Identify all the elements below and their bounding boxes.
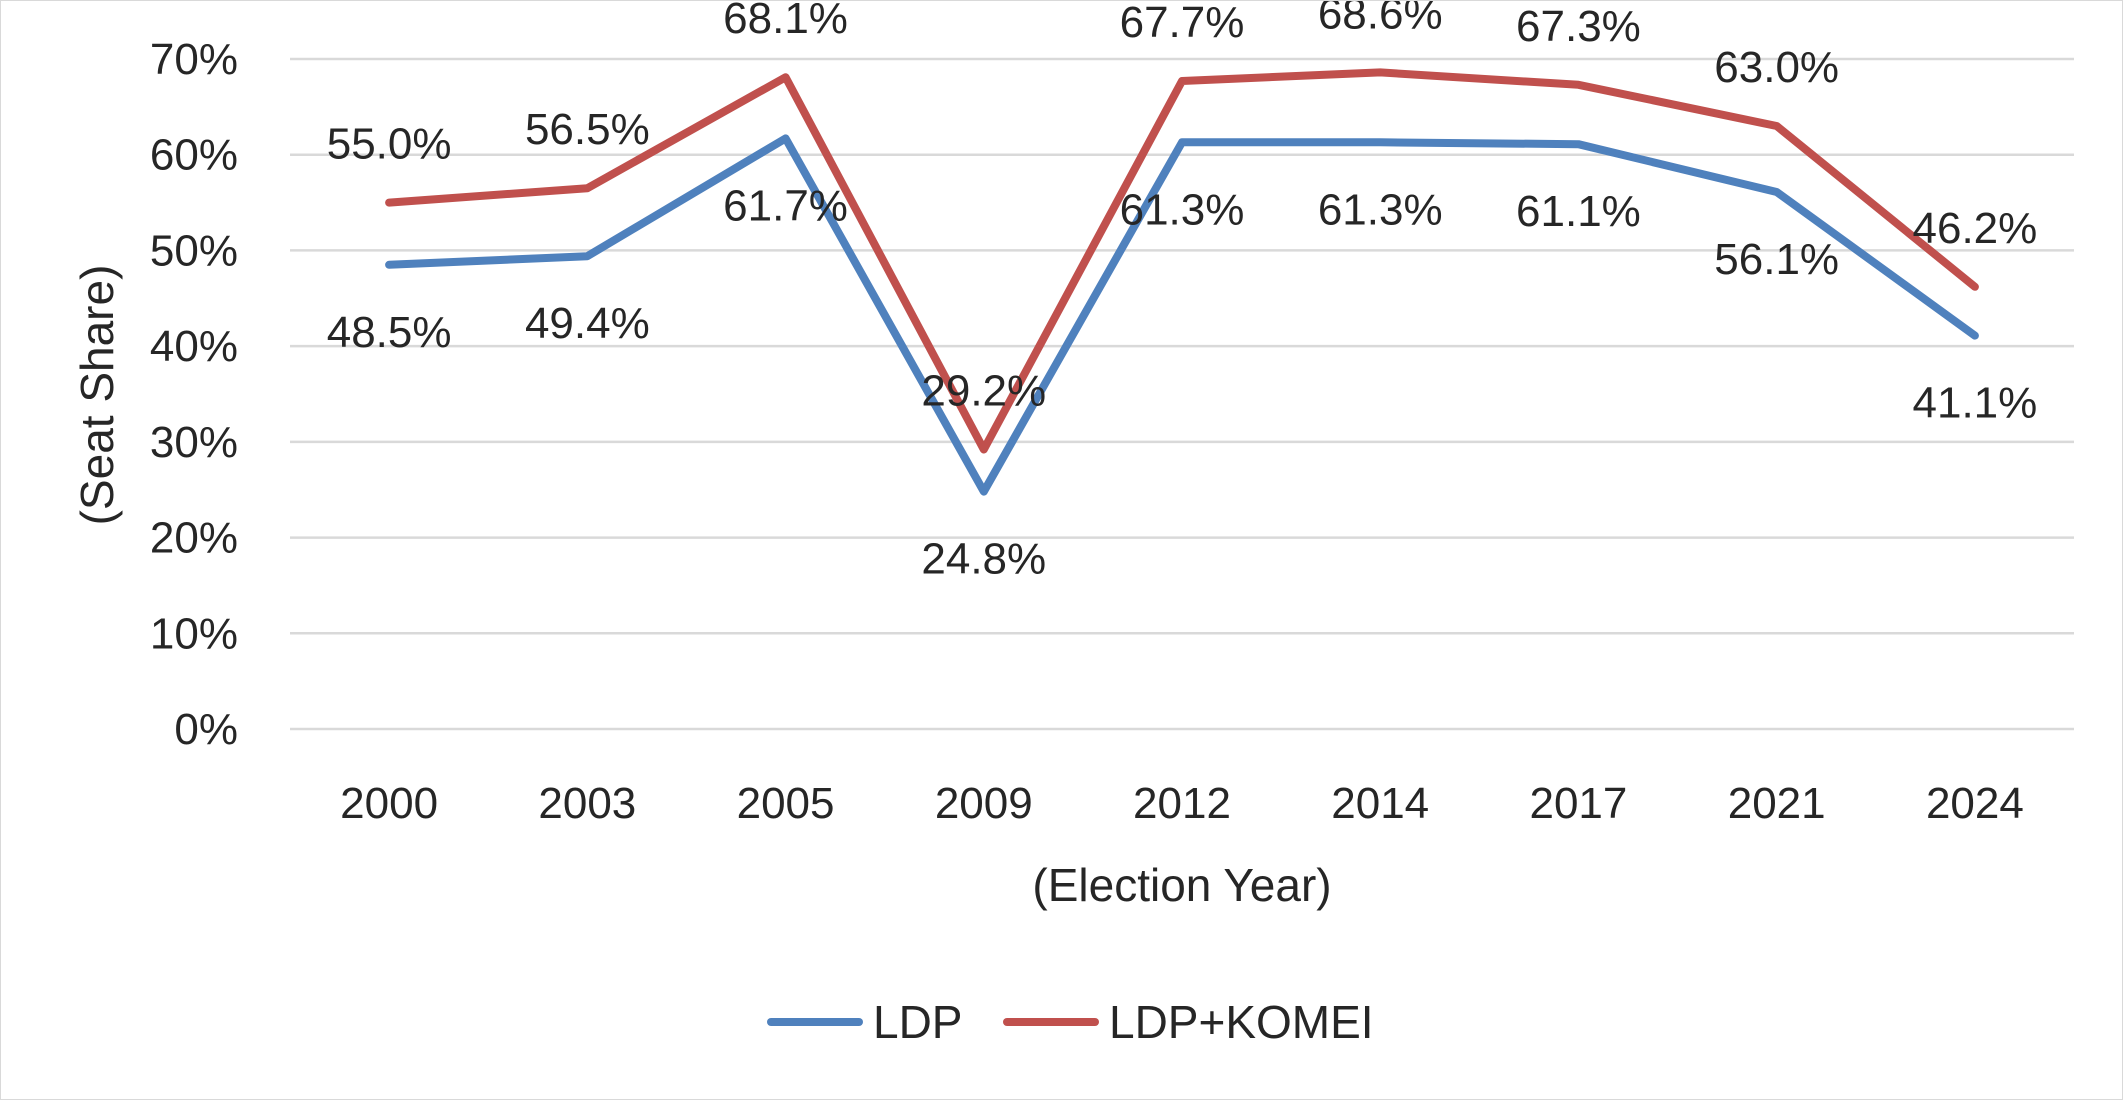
y-tick-label: 50% — [150, 226, 238, 275]
x-tick-label: 2003 — [538, 779, 636, 828]
series-line-ldp-komei — [385, 68, 1979, 454]
x-tick-label: 2000 — [340, 779, 438, 828]
y-axis-ticks: 0% 10% 20% 30% 40% 50% 60% 70% — [150, 35, 238, 754]
data-label: 61.1% — [1516, 187, 1641, 236]
y-tick-label: 30% — [150, 418, 238, 467]
legend: LDP LDP+KOMEI — [767, 996, 1374, 1048]
data-label: 68.1% — [723, 1, 848, 43]
x-tick-label: 2009 — [935, 779, 1033, 828]
legend-label: LDP — [873, 996, 962, 1048]
series-line-ldp — [385, 134, 1979, 496]
y-tick-label: 10% — [150, 609, 238, 658]
data-label: 67.7% — [1120, 1, 1245, 47]
y-tick-label: 0% — [174, 705, 238, 754]
data-label: 55.0% — [327, 120, 452, 169]
data-label: 41.1% — [1913, 379, 2038, 428]
x-tick-label: 2024 — [1926, 779, 2024, 828]
data-label: 49.4% — [525, 299, 650, 348]
x-tick-label: 2017 — [1529, 779, 1627, 828]
y-tick-label: 20% — [150, 514, 238, 563]
x-tick-label: 2014 — [1331, 779, 1429, 828]
data-label: 56.5% — [525, 105, 650, 154]
x-tick-label: 2012 — [1133, 779, 1231, 828]
data-labels: 48.5% 49.4% 61.7% 24.8% 61.3% 61.3% 61.1% 56.1%… — [327, 1, 2038, 584]
data-label: 56.1% — [1714, 235, 1839, 284]
x-tick-label: 2005 — [737, 779, 835, 828]
data-label: 48.5% — [327, 308, 452, 357]
x-tick-label: 2021 — [1728, 779, 1826, 828]
x-axis-title: (Election Year) — [1032, 859, 1331, 911]
y-tick-label: 40% — [150, 322, 238, 371]
data-label: 61.3% — [1318, 185, 1443, 234]
y-axis-title: (Seat Share) — [71, 265, 123, 526]
y-tick-label: 70% — [150, 35, 238, 84]
data-label: 46.2% — [1913, 204, 2038, 253]
series-lines — [385, 68, 1979, 496]
data-label: 29.2% — [921, 367, 1046, 416]
data-label: 68.6% — [1318, 1, 1443, 38]
data-label: 24.8% — [921, 535, 1046, 584]
x-axis-ticks: 2000 2003 2005 2009 2012 2014 2017 2021 2024 — [340, 779, 2024, 828]
legend-label: LDP+KOMEI — [1109, 996, 1374, 1048]
gridlines — [290, 57, 2074, 731]
y-tick-label: 60% — [150, 131, 238, 180]
data-label: 61.7% — [723, 181, 848, 230]
data-label: 63.0% — [1714, 43, 1839, 92]
data-label: 61.3% — [1120, 185, 1245, 234]
data-label: 67.3% — [1516, 2, 1641, 51]
